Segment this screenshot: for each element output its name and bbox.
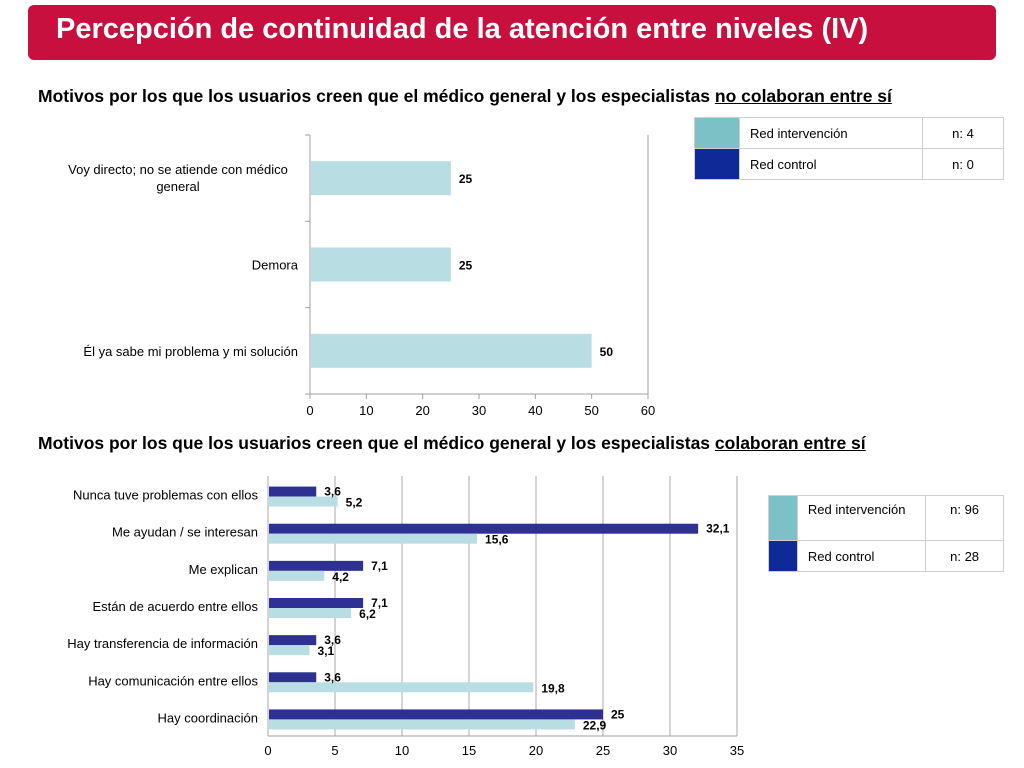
chart1-legend: Red intervención n: 4 Red control n: 0 [694, 117, 1004, 180]
bar-intervencion-hay-coordinacion [269, 719, 575, 730]
x-tick-label: 10 [395, 743, 409, 758]
x-tick-label: 10 [359, 403, 373, 418]
data-label-control: 32,1 [706, 522, 730, 536]
data-label-control: 7,1 [371, 559, 388, 573]
legend-row-control: Red control n: 28 [768, 540, 1004, 572]
x-tick-label: 40 [528, 403, 542, 418]
legend-row-intervencion: Red intervención n: 4 [694, 117, 1004, 149]
category-label: Él ya sabe mi problema y mi solución [83, 344, 298, 359]
data-label-control: 7,1 [371, 596, 388, 610]
category-label: Demora [252, 258, 299, 273]
bar-intervencion-nunca-tuve-problemas-con-ellos [269, 496, 338, 507]
legend-label-control: Red control [739, 148, 923, 180]
data-label-intervencion: 3,1 [318, 644, 335, 658]
x-tick-label: 30 [472, 403, 486, 418]
data-label: 25 [459, 259, 473, 273]
category-label: Hay comunicación entre ellos [88, 673, 258, 688]
page-title: Percepción de continuidad de la atención… [56, 13, 869, 45]
legend-label-intervencion: Red intervención [739, 117, 923, 149]
chart2-legend: Red intervención n: 96 Red control n: 28 [768, 495, 1004, 572]
chart2-subtitle-emphasis: colaboran entre sí [714, 433, 866, 453]
bar-voy-directo-no-se-atiende-con-medico-general [311, 161, 451, 196]
category-label: Voy directo; no se atiende con médico gen… [68, 162, 288, 194]
data-label-intervencion: 6,2 [359, 607, 376, 621]
x-tick-label: 20 [415, 403, 429, 418]
x-tick-label: 0 [264, 743, 271, 758]
bar-control-hay-comunicacion-entre-ellos [269, 672, 317, 683]
data-label-control: 3,6 [324, 485, 341, 499]
category-label: Me explican [189, 562, 258, 577]
bar-control-hay-transferencia-de-informacion [269, 635, 317, 646]
chart2-subtitle-prefix: Motivos por los que los usuarios creen q… [38, 433, 715, 453]
data-label-intervencion: 15,6 [485, 533, 509, 547]
bar-intervencion-me-ayudan-se-interesan [269, 533, 478, 544]
x-tick-label: 25 [596, 743, 610, 758]
legend-swatch-control [768, 540, 798, 572]
data-label: 25 [459, 172, 473, 186]
category-label: Nunca tuve problemas con ellos [73, 488, 258, 503]
x-tick-label: 50 [584, 403, 598, 418]
bar-demora [311, 247, 451, 282]
legend-label-intervencion: Red intervención [796, 495, 927, 541]
bar-intervencion-me-explican [269, 570, 325, 581]
bar-intervencion-hay-transferencia-de-informacion [269, 645, 310, 656]
bar-el-ya-sabe-mi-problema-y-mi-solucion [311, 333, 592, 368]
x-tick-label: 0 [306, 403, 313, 418]
legend-n-intervencion: n: 4 [922, 117, 1004, 149]
bar-control-me-ayudan-se-interesan [269, 523, 699, 534]
category-label: Hay coordinación [158, 710, 258, 725]
chart1-subtitle: Motivos por los que los usuarios creen q… [38, 86, 892, 107]
legend-n-control: n: 0 [922, 148, 1004, 180]
legend-row-intervencion: Red intervención n: 96 [768, 495, 1004, 541]
x-tick-label: 35 [730, 743, 744, 758]
data-label-intervencion: 19,8 [541, 681, 565, 695]
chart1-subtitle-emphasis: no colaboran entre sí [714, 86, 892, 106]
x-tick-label: 30 [663, 743, 677, 758]
legend-swatch-control [694, 148, 740, 180]
data-label-intervencion: 4,2 [332, 570, 349, 584]
x-tick-label: 5 [331, 743, 338, 758]
legend-swatch-intervencion [768, 495, 798, 541]
data-label-intervencion: 22,9 [583, 718, 607, 732]
legend-row-control: Red control n: 0 [694, 148, 1004, 180]
x-tick-label: 60 [641, 403, 655, 418]
bar-control-estan-de-acuerdo-entre-ellos [269, 598, 364, 608]
x-tick-label: 15 [462, 743, 476, 758]
bar-control-me-explican [269, 560, 364, 571]
bar-intervencion-estan-de-acuerdo-entre-ellos [269, 608, 352, 618]
bar-intervencion-hay-comunicacion-entre-ellos [269, 682, 534, 693]
data-label-control: 3,6 [324, 633, 341, 647]
category-label: Me ayudan / se interesan [112, 525, 258, 540]
data-label-control: 25 [611, 707, 625, 721]
legend-n-control: n: 28 [925, 540, 1004, 572]
data-label-intervencion: 5,2 [346, 496, 363, 510]
legend-n-intervencion: n: 96 [925, 495, 1004, 541]
legend-swatch-intervencion [694, 117, 740, 149]
bar-control-hay-coordinacion [269, 709, 603, 720]
legend-label-control: Red control [796, 540, 927, 572]
category-label: Hay transferencia de información [67, 636, 258, 651]
category-label: Están de acuerdo entre ellos [93, 599, 259, 614]
chart1-subtitle-prefix: Motivos por los que los usuarios creen q… [38, 86, 715, 106]
data-label-control: 3,6 [324, 670, 341, 684]
chart2-subtitle: Motivos por los que los usuarios creen q… [38, 433, 866, 454]
data-label: 50 [600, 345, 614, 359]
title-banner [28, 5, 996, 60]
bar-control-nunca-tuve-problemas-con-ellos [269, 486, 317, 497]
x-tick-label: 20 [529, 743, 543, 758]
